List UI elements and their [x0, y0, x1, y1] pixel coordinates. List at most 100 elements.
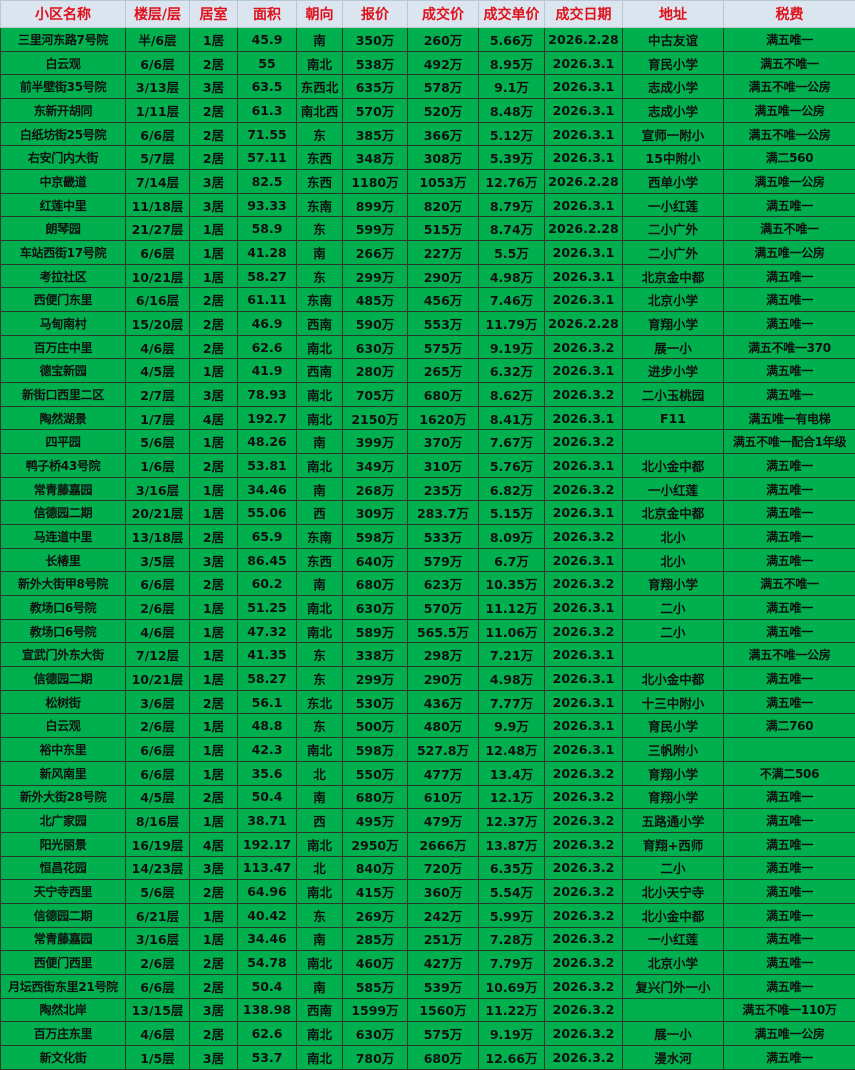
cell-deal-date: 2026.3.2: [544, 382, 623, 407]
cell-deal-price: 515万: [407, 216, 479, 242]
cell-school: 二小: [622, 595, 724, 620]
table-row: 新文化街 1/5层 3居 53.7 南北 780万 680万 12.66万 2026.3.2 漫水…: [0, 1044, 855, 1070]
table-row: 新街口西里二区 2/7层 3居 78.93 南北 705万 680万 8.62万 2026.3.…: [0, 382, 855, 407]
cell-community-name: 常青藤嘉园: [0, 926, 126, 952]
cell-asking-price: 589万: [342, 618, 408, 644]
cell-asking-price: 780万: [342, 1044, 408, 1070]
cell-asking-price: 590万: [342, 311, 408, 336]
cell-unit-price: 9.19万: [478, 1021, 545, 1046]
cell-orientation: 南北: [296, 453, 343, 478]
cell-orientation: 东: [296, 902, 343, 928]
cell-asking-price: 538万: [342, 50, 408, 76]
cell-floor: 15/20层: [125, 311, 190, 336]
cell-community-name: 阳光丽景: [0, 831, 126, 857]
cell-floor: 2/6层: [125, 595, 190, 620]
cell-orientation: 东: [296, 263, 343, 289]
cell-tax: 满五唯一: [723, 287, 855, 313]
cell-deal-date: 2026.3.2: [544, 571, 623, 597]
cell-community-name: 教场口6号院: [0, 618, 126, 644]
cell-community-name: 考拉社区: [0, 263, 126, 289]
cell-community-name: 马连道中里: [0, 524, 126, 549]
cell-deal-date: 2026.3.2: [544, 902, 623, 928]
cell-asking-price: 500万: [342, 713, 408, 739]
cell-deal-date: 2026.3.1: [544, 547, 623, 573]
cell-unit-price: 8.41万: [478, 405, 545, 431]
cell-tax: 满二760: [723, 713, 855, 739]
cell-floor: 6/6层: [125, 240, 190, 265]
cell-rooms: 1居: [189, 240, 238, 265]
cell-unit-price: 8.48万: [478, 98, 545, 123]
cell-school: 育翔小学: [622, 311, 724, 336]
cell-rooms: 1居: [189, 358, 238, 384]
cell-school: 15中附小: [622, 145, 724, 171]
cell-tax: 满五唯一: [723, 382, 855, 407]
table-row: 信德园二期 10/21层 1居 58.27 东 299万 290万 4.98万 2026.3.1…: [0, 666, 855, 691]
cell-unit-price: 9.1万: [478, 74, 545, 100]
cell-deal-price: 310万: [407, 453, 479, 478]
cell-rooms: 2居: [189, 784, 238, 810]
cell-school: 育翔小学: [622, 784, 724, 810]
cell-tax: 满五唯一: [723, 1044, 855, 1070]
cell-area: 50.4: [237, 784, 297, 810]
cell-tax: 满五唯一: [723, 926, 855, 952]
cell-area: 71.55: [237, 121, 297, 147]
cell-orientation: 南: [296, 926, 343, 952]
cell-community-name: 前半壁街35号院: [0, 74, 126, 100]
cell-deal-price: 539万: [407, 973, 479, 999]
cell-community-name: 中京畿道: [0, 169, 126, 194]
cell-orientation: 东: [296, 121, 343, 147]
cell-community-name: 教场口6号院: [0, 595, 126, 620]
table-row: 西便门西里 2/6层 2居 54.78 南北 460万 427万 7.79万 2026.3.2 北…: [0, 950, 855, 975]
cell-unit-price: 10.69万: [478, 973, 545, 999]
cell-deal-date: 2026.3.1: [544, 98, 623, 123]
cell-community-name: 西便门西里: [0, 950, 126, 975]
cell-floor: 13/15层: [125, 997, 190, 1023]
cell-orientation: 南北: [296, 382, 343, 407]
cell-asking-price: 680万: [342, 571, 408, 597]
cell-area: 48.26: [237, 429, 297, 455]
cell-orientation: 南北: [296, 879, 343, 904]
cell-area: 42.3: [237, 737, 297, 762]
cell-school: [622, 642, 724, 668]
cell-asking-price: 399万: [342, 429, 408, 455]
cell-area: 55: [237, 50, 297, 76]
cell-area: 64.96: [237, 879, 297, 904]
cell-asking-price: 460万: [342, 950, 408, 975]
cell-community-name: 朗琴园: [0, 216, 126, 242]
cell-area: 58.27: [237, 666, 297, 691]
cell-orientation: 南北: [296, 1021, 343, 1046]
cell-rooms: 1居: [189, 926, 238, 952]
cell-rooms: 1居: [189, 737, 238, 762]
cell-school: 二小广外: [622, 216, 724, 242]
table-row: 阳光丽景 16/19层 4居 192.17 南北 2950万 2666万 13.87万 2026…: [0, 831, 855, 857]
cell-community-name: 红莲中里: [0, 192, 126, 218]
cell-deal-date: 2026.3.2: [544, 524, 623, 549]
cell-area: 62.6: [237, 1021, 297, 1046]
cell-asking-price: 495万: [342, 808, 408, 833]
cell-school: 北小: [622, 524, 724, 549]
cell-floor: 6/6层: [125, 737, 190, 762]
cell-deal-date: 2026.3.1: [544, 50, 623, 76]
cell-tax: 满五唯一公房: [723, 240, 855, 265]
cell-community-name: 天宁寺西里: [0, 879, 126, 904]
cell-orientation: 东南: [296, 287, 343, 313]
cell-school: 一小红莲: [622, 926, 724, 952]
cell-unit-price: 6.82万: [478, 476, 545, 502]
cell-area: 53.7: [237, 1044, 297, 1070]
cell-unit-price: 12.76万: [478, 169, 545, 194]
cell-school: 一小红莲: [622, 476, 724, 502]
cell-asking-price: 598万: [342, 737, 408, 762]
table-row: 朗琴园 21/27层 1居 58.9 东 599万 515万 8.74万 2026.2.28 二小…: [0, 216, 855, 242]
cell-floor: 10/21层: [125, 666, 190, 691]
cell-area: 86.45: [237, 547, 297, 573]
cell-community-name: 新街口西里二区: [0, 382, 126, 407]
cell-school: 北小天宁寺: [622, 879, 724, 904]
cell-floor: 3/13层: [125, 74, 190, 100]
cell-community-name: 百万庄东里: [0, 1021, 126, 1046]
cell-community-name: 新风南里: [0, 760, 126, 786]
cell-area: 35.6: [237, 760, 297, 786]
cell-school: 三帆附小: [622, 737, 724, 762]
cell-area: 93.33: [237, 192, 297, 218]
cell-area: 113.47: [237, 855, 297, 881]
table-row: 百万庄东里 4/6层 2居 62.6 南北 630万 575万 9.19万 2026.3.2 展一…: [0, 1021, 855, 1046]
